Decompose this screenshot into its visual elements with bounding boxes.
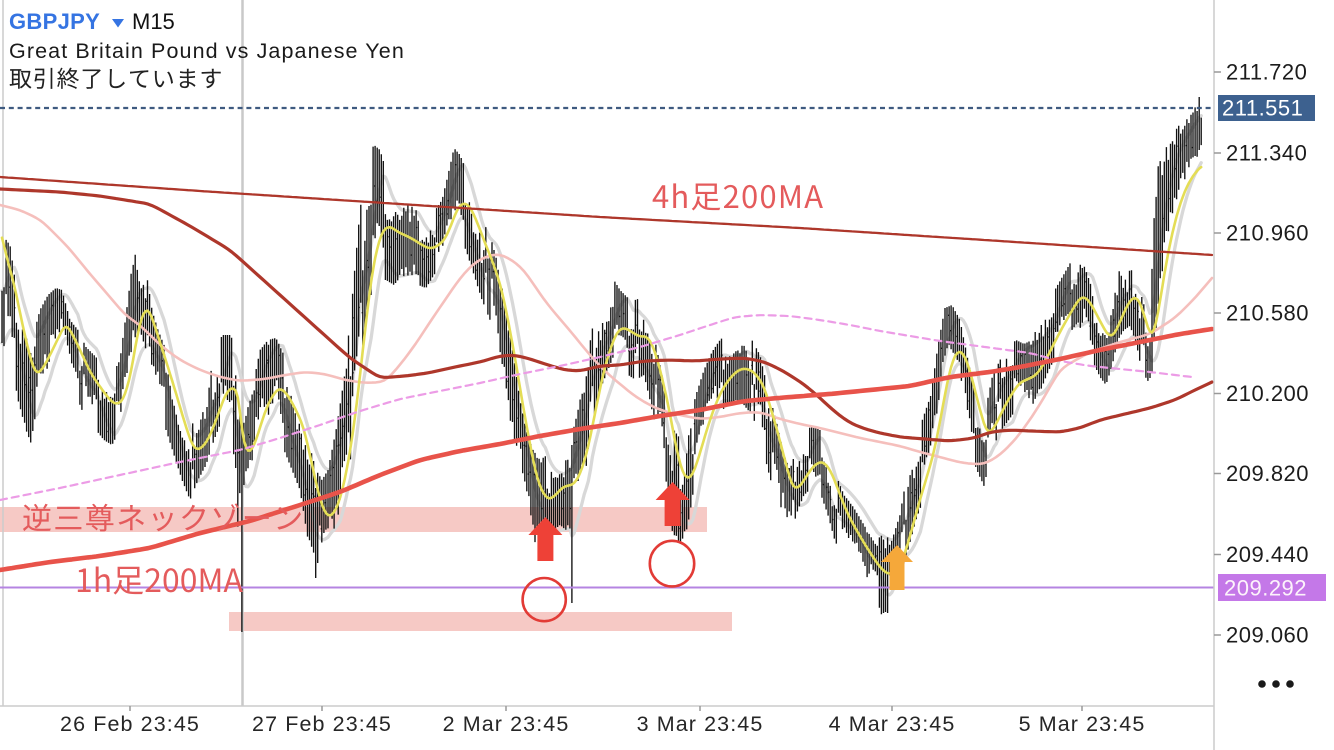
svg-text:26 Feb 23:45: 26 Feb 23:45 [60, 712, 200, 736]
svg-text:210.960: 210.960 [1226, 221, 1309, 246]
svg-text:211.720: 211.720 [1226, 60, 1307, 85]
svg-text:3 Mar 23:45: 3 Mar 23:45 [637, 712, 764, 736]
svg-text:4 Mar 23:45: 4 Mar 23:45 [829, 712, 956, 736]
svg-text:209.820: 209.820 [1226, 461, 1309, 486]
svg-text:5 Mar 23:45: 5 Mar 23:45 [1019, 712, 1146, 736]
svg-text:GBPJPY: GBPJPY [9, 9, 100, 34]
svg-text:211.551: 211.551 [1222, 96, 1303, 121]
svg-text:210.580: 210.580 [1226, 301, 1309, 326]
svg-text:2 Mar 23:45: 2 Mar 23:45 [443, 712, 570, 736]
svg-text:209.440: 209.440 [1226, 542, 1309, 567]
svg-text:209.292: 209.292 [1224, 576, 1307, 601]
svg-text:210.200: 210.200 [1226, 381, 1309, 406]
svg-text:Great Britain Pound vs Japanes: Great Britain Pound vs Japanese Yen [9, 39, 405, 63]
svg-text:209.060: 209.060 [1226, 623, 1309, 648]
svg-text:27 Feb 23:45: 27 Feb 23:45 [252, 712, 392, 736]
svg-text:211.340: 211.340 [1226, 141, 1307, 166]
svg-text:M15: M15 [132, 9, 175, 34]
